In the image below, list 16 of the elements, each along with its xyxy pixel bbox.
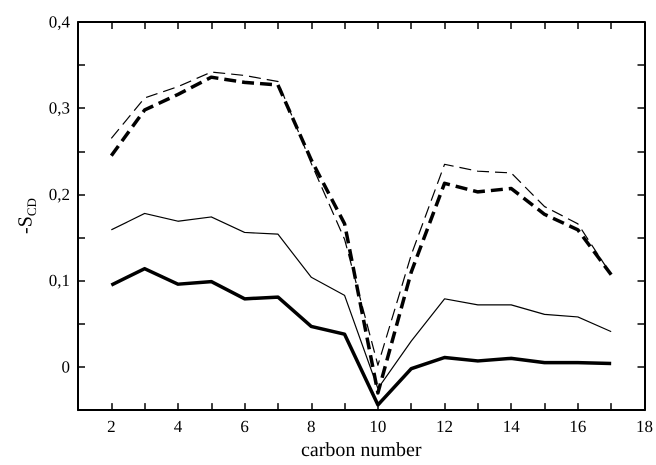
x-tick-label: 12 [436, 417, 454, 436]
y-tick-label: 0 [62, 357, 70, 376]
x-tick-label: 2 [107, 417, 116, 436]
y-axis-title: -SCD [14, 198, 39, 234]
y-tick-label: 0,4 [48, 12, 70, 32]
x-tick-label: 14 [502, 417, 520, 436]
x-tick-label: 8 [307, 417, 316, 436]
x-tick-label: 4 [174, 417, 183, 436]
x-tick-label: 18 [636, 417, 653, 436]
x-tick-label: 6 [240, 417, 249, 436]
y-tick-label: 0,2 [48, 184, 70, 204]
x-tick-label: 16 [569, 417, 586, 436]
y-tick-label: 0,1 [48, 271, 70, 290]
y-tick-label: 0,3 [48, 98, 70, 118]
x-tick-label: 10 [369, 417, 386, 436]
x-axis-title: carbon number [300, 439, 422, 461]
